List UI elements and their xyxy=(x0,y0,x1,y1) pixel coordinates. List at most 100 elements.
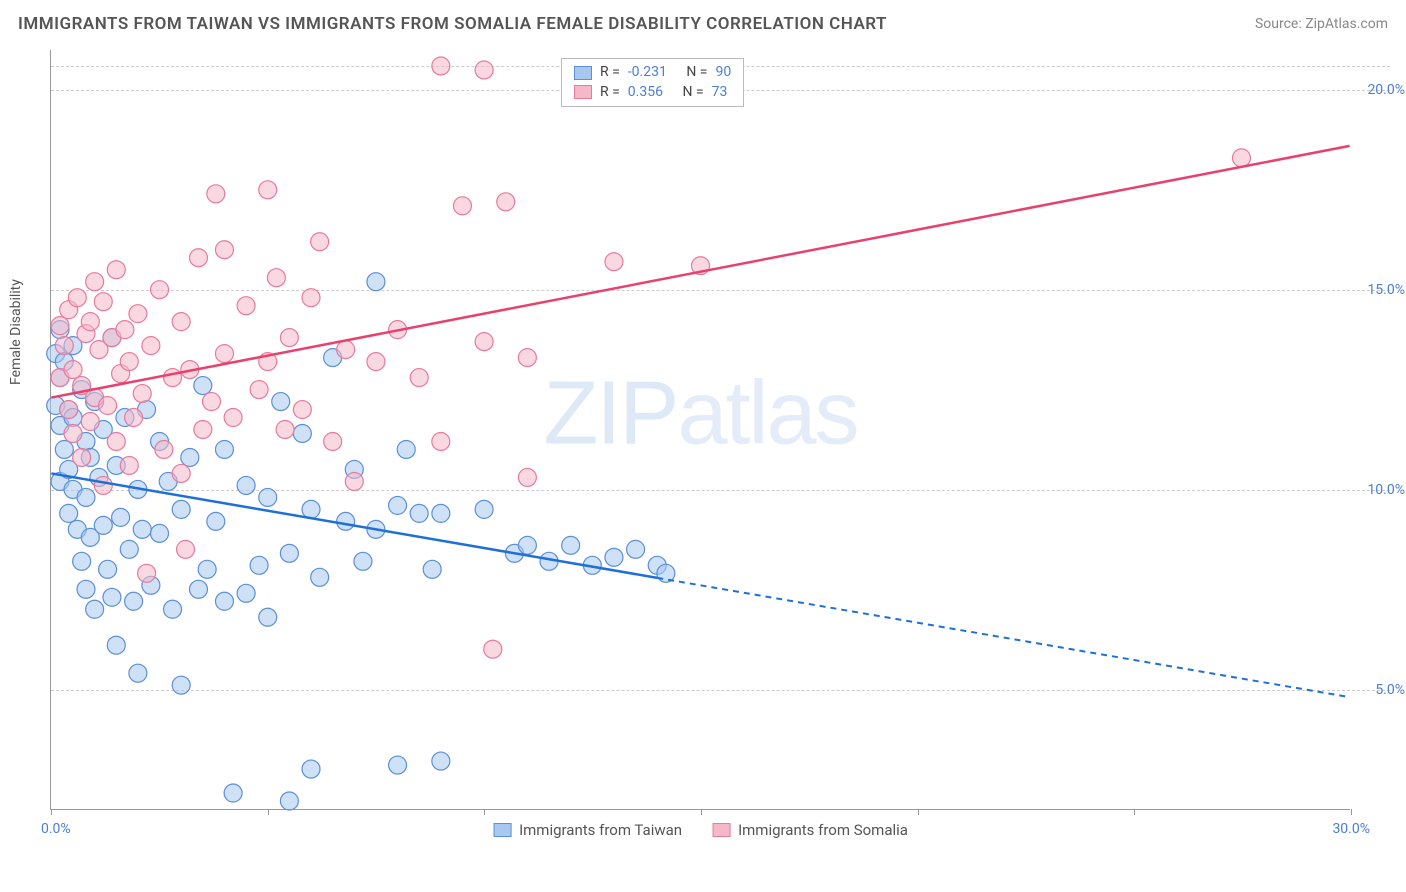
data-point-somalia xyxy=(60,401,78,419)
data-point-somalia xyxy=(155,440,173,458)
data-point-somalia xyxy=(337,341,355,359)
data-point-taiwan xyxy=(389,756,407,774)
data-point-somalia xyxy=(99,397,117,415)
data-point-somalia xyxy=(259,181,277,199)
data-point-somalia xyxy=(432,432,450,450)
legend-row-somalia: R = 0.356 N = 73 xyxy=(574,83,731,103)
y-tick-label: 20.0% xyxy=(1367,82,1405,98)
data-point-taiwan xyxy=(311,568,329,586)
data-point-taiwan xyxy=(224,784,242,802)
data-point-somalia xyxy=(142,337,160,355)
data-point-taiwan xyxy=(259,608,277,626)
data-point-taiwan xyxy=(112,508,130,526)
source-link[interactable]: ZipAtlas.com xyxy=(1305,16,1388,32)
source-credit: Source: ZipAtlas.com xyxy=(1255,16,1388,32)
data-point-taiwan xyxy=(259,488,277,506)
data-point-taiwan xyxy=(215,592,233,610)
data-point-taiwan xyxy=(107,636,125,654)
data-point-taiwan xyxy=(151,524,169,542)
data-point-taiwan xyxy=(272,393,290,411)
legend-item-taiwan: Immigrants from Taiwan xyxy=(493,821,682,839)
data-point-taiwan xyxy=(94,516,112,534)
data-point-taiwan xyxy=(133,520,151,538)
data-point-taiwan xyxy=(120,540,138,558)
chart-header: IMMIGRANTS FROM TAIWAN VS IMMIGRANTS FRO… xyxy=(18,14,1388,34)
y-tick-label: 5.0% xyxy=(1375,682,1405,698)
data-point-taiwan xyxy=(129,664,147,682)
data-point-somalia xyxy=(276,421,294,439)
data-point-taiwan xyxy=(125,592,143,610)
data-point-somalia xyxy=(302,289,320,307)
data-point-somalia xyxy=(250,381,268,399)
data-point-taiwan xyxy=(432,752,450,770)
swatch-taiwan-icon xyxy=(493,823,511,837)
data-point-taiwan xyxy=(198,560,216,578)
data-point-somalia xyxy=(605,253,623,271)
data-point-somalia xyxy=(207,185,225,203)
data-point-somalia xyxy=(86,273,104,291)
chart-title: IMMIGRANTS FROM TAIWAN VS IMMIGRANTS FRO… xyxy=(18,14,887,34)
x-tick-label-max: 30.0% xyxy=(1332,821,1370,837)
data-point-taiwan xyxy=(86,600,104,618)
data-point-somalia xyxy=(81,413,99,431)
data-point-somalia xyxy=(518,468,536,486)
data-point-taiwan xyxy=(605,548,623,566)
data-point-taiwan xyxy=(73,552,91,570)
data-point-somalia xyxy=(172,313,190,331)
swatch-taiwan xyxy=(574,66,592,80)
data-point-somalia xyxy=(475,333,493,351)
data-point-taiwan xyxy=(237,584,255,602)
x-tick xyxy=(918,809,919,815)
data-point-somalia xyxy=(432,57,450,75)
x-tick xyxy=(701,809,702,815)
x-tick-label-min: 0.0% xyxy=(41,821,71,837)
swatch-somalia-icon xyxy=(712,823,730,837)
data-point-somalia xyxy=(133,385,151,403)
trendline-somalia xyxy=(51,146,1349,398)
data-point-taiwan xyxy=(164,600,182,618)
data-point-somalia xyxy=(55,337,73,355)
data-point-taiwan xyxy=(99,560,117,578)
data-point-taiwan xyxy=(190,580,208,598)
legend-row-taiwan: R = -0.231 N = 90 xyxy=(574,63,731,83)
data-point-taiwan xyxy=(410,504,428,522)
data-point-taiwan xyxy=(302,500,320,518)
trendline-dashed-taiwan xyxy=(657,578,1349,697)
data-point-somalia xyxy=(190,249,208,267)
data-point-taiwan xyxy=(194,377,212,395)
r-value-taiwan: -0.231 xyxy=(628,63,667,83)
n-label: N = xyxy=(682,83,703,103)
r-label: R = xyxy=(600,83,620,103)
data-point-taiwan xyxy=(172,500,190,518)
data-point-taiwan xyxy=(562,536,580,554)
data-point-somalia xyxy=(194,421,212,439)
data-point-taiwan xyxy=(432,504,450,522)
x-tick xyxy=(268,809,269,815)
data-point-somalia xyxy=(293,401,311,419)
data-point-somalia xyxy=(202,393,220,411)
x-tick xyxy=(51,809,52,815)
data-point-taiwan xyxy=(55,440,73,458)
data-point-somalia xyxy=(107,432,125,450)
data-point-taiwan xyxy=(280,792,298,810)
data-point-taiwan xyxy=(367,273,385,291)
n-value-taiwan: 90 xyxy=(715,63,731,83)
data-point-somalia xyxy=(453,197,471,215)
y-tick-label: 15.0% xyxy=(1367,282,1405,298)
data-point-somalia xyxy=(68,289,86,307)
data-point-somalia xyxy=(107,261,125,279)
data-point-somalia xyxy=(367,353,385,371)
data-point-taiwan xyxy=(337,512,355,530)
data-point-taiwan xyxy=(250,556,268,574)
data-point-taiwan xyxy=(518,536,536,554)
data-point-somalia xyxy=(172,464,190,482)
data-point-somalia xyxy=(94,293,112,311)
y-tick-label: 10.0% xyxy=(1367,482,1405,498)
data-point-taiwan xyxy=(60,504,78,522)
data-point-taiwan xyxy=(627,540,645,558)
data-point-somalia xyxy=(120,456,138,474)
data-point-somalia xyxy=(311,233,329,251)
data-point-somalia xyxy=(224,409,242,427)
data-point-somalia xyxy=(237,297,255,315)
legend-item-somalia: Immigrants from Somalia xyxy=(712,821,908,839)
